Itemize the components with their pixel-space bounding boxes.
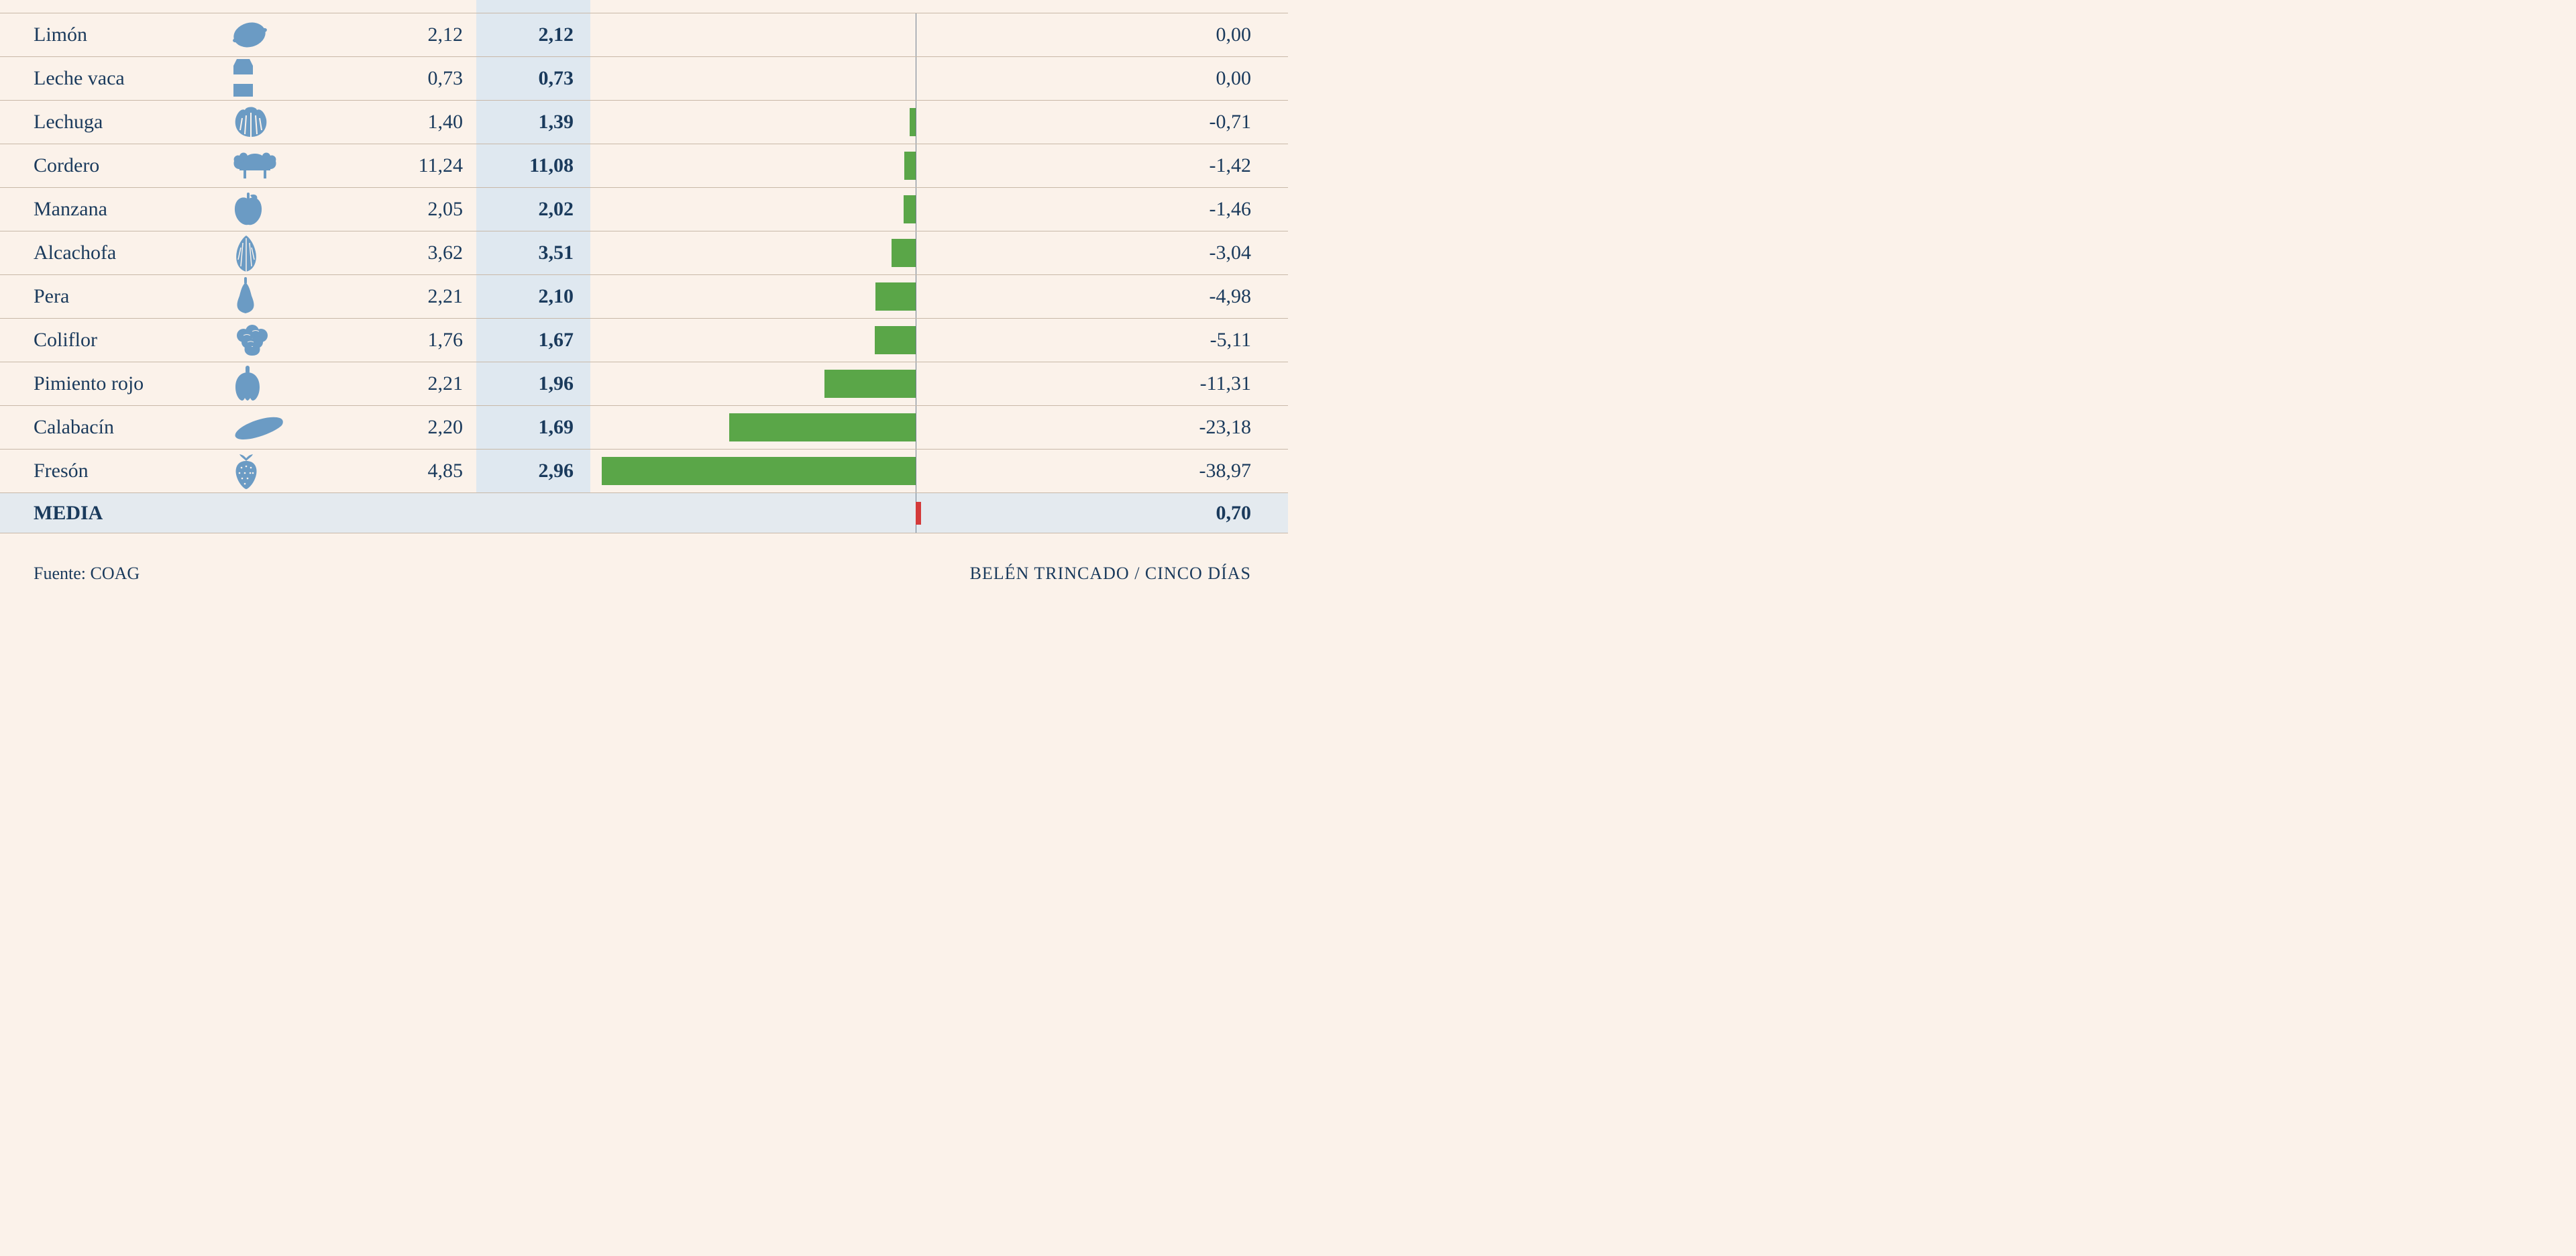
highlight-col-bg	[476, 0, 590, 13]
pct-label: -11,31	[1154, 372, 1288, 395]
pct-bar	[602, 457, 916, 485]
table-row: Lechuga 1,401,39 -0,71	[0, 101, 1288, 144]
pct-label: 0,00	[1154, 23, 1288, 46]
value-after: 2,10	[476, 275, 590, 318]
cauliflower-icon	[218, 323, 359, 357]
bar-cell	[590, 144, 1154, 187]
bar-cell	[590, 57, 1154, 100]
table-row: Calabacín 2,201,69 -23,18	[0, 406, 1288, 450]
strawberry-icon	[218, 452, 359, 490]
product-name: Alcachofa	[0, 242, 218, 264]
bar-cell	[590, 450, 1154, 492]
value-after: 1,69	[476, 406, 590, 449]
value-after: 2,02	[476, 188, 590, 231]
pct-bar	[875, 326, 916, 354]
pct-bar	[875, 282, 916, 311]
value-after: 0,73	[476, 57, 590, 100]
source-label: Fuente: COAG	[34, 564, 140, 584]
bar-cell	[590, 362, 1154, 405]
bar-cell	[590, 101, 1154, 144]
product-name: Pera	[0, 285, 218, 308]
pct-bar	[824, 370, 916, 398]
table-row: Cordero 11,2411,08 -1,42	[0, 144, 1288, 188]
product-name: Limón	[0, 23, 218, 46]
pct-label: -1,42	[1154, 154, 1288, 177]
credit-label: BELÉN TRINCADO / CINCO DÍAS	[970, 564, 1251, 584]
value-before: 1,76	[359, 329, 476, 352]
pct-label: -23,18	[1154, 416, 1288, 439]
pct-label: -1,46	[1154, 198, 1288, 221]
bar-cell	[590, 13, 1154, 56]
table-row: Alcachofa 3,623,51 -3,04	[0, 231, 1288, 275]
table-row: Pimiento rojo 2,211,96 -11,31	[0, 362, 1288, 406]
footer: Fuente: COAG BELÉN TRINCADO / CINCO DÍAS	[0, 533, 1288, 604]
product-name: Calabacín	[0, 416, 218, 439]
bar-cell	[590, 406, 1154, 449]
media-pct: 0,70	[1154, 502, 1288, 525]
zucchini-icon	[218, 414, 359, 441]
price-table: Limón2,122,120,00Leche vaca0,730,730,00L…	[0, 0, 1288, 533]
value-before: 2,05	[359, 198, 476, 221]
product-name: Leche vaca	[0, 67, 218, 90]
artichoke-icon	[218, 233, 359, 273]
value-after: 1,67	[476, 319, 590, 362]
table-row: Manzana 2,052,02 -1,46	[0, 188, 1288, 231]
pct-label: 0,00	[1154, 67, 1288, 90]
table-row: Limón 2,122,12 0,00	[0, 13, 1288, 57]
pct-bar	[910, 108, 916, 136]
pct-bar	[904, 195, 916, 223]
value-before: 2,21	[359, 372, 476, 395]
bar-cell	[590, 319, 1154, 362]
value-after: 11,08	[476, 144, 590, 187]
product-name: Manzana	[0, 198, 218, 221]
bar-cell	[590, 275, 1154, 318]
value-after: 2,12	[476, 13, 590, 56]
value-before: 2,12	[359, 23, 476, 46]
value-before: 4,85	[359, 460, 476, 482]
media-bar	[916, 502, 921, 525]
lamb-icon	[218, 149, 359, 182]
value-before: 1,40	[359, 111, 476, 134]
media-label: MEDIA	[0, 502, 590, 525]
pct-bar	[729, 413, 916, 441]
table-row: Fresón 4,852,96 -38,97	[0, 450, 1288, 493]
pct-bar	[904, 152, 916, 180]
table-row: Pera 2,212,10 -4,98	[0, 275, 1288, 319]
value-after: 3,51	[476, 231, 590, 274]
media-chart	[590, 493, 1154, 533]
pct-label: -5,11	[1154, 329, 1288, 352]
bar-cell	[590, 231, 1154, 274]
table-row: Coliflor 1,761,67 -5,11	[0, 319, 1288, 362]
value-before: 2,21	[359, 285, 476, 308]
product-name: Cordero	[0, 154, 218, 177]
pct-label: -38,97	[1154, 460, 1288, 482]
value-after: 1,96	[476, 362, 590, 405]
pepper-icon	[218, 364, 359, 403]
product-name: Pimiento rojo	[0, 372, 218, 395]
value-before: 11,24	[359, 154, 476, 177]
pct-label: -0,71	[1154, 111, 1288, 134]
table-row: Leche vaca 0,730,73 0,00	[0, 57, 1288, 101]
pct-label: -4,98	[1154, 285, 1288, 308]
media-row: MEDIA 0,70	[0, 493, 1288, 533]
value-before: 2,20	[359, 416, 476, 439]
pct-bar	[892, 239, 916, 267]
bar-cell	[590, 188, 1154, 231]
partial-top-row	[0, 0, 1288, 13]
pear-icon	[218, 277, 359, 316]
lemon-icon	[218, 20, 359, 50]
product-name: Coliflor	[0, 329, 218, 352]
apple-icon	[218, 191, 359, 228]
value-after: 2,96	[476, 450, 590, 492]
value-after: 1,39	[476, 101, 590, 144]
lettuce-icon	[218, 105, 359, 140]
pct-label: -3,04	[1154, 242, 1288, 264]
product-name: Lechuga	[0, 111, 218, 134]
value-before: 0,73	[359, 67, 476, 90]
product-name: Fresón	[0, 460, 218, 482]
value-before: 3,62	[359, 242, 476, 264]
milk-icon	[218, 58, 359, 99]
